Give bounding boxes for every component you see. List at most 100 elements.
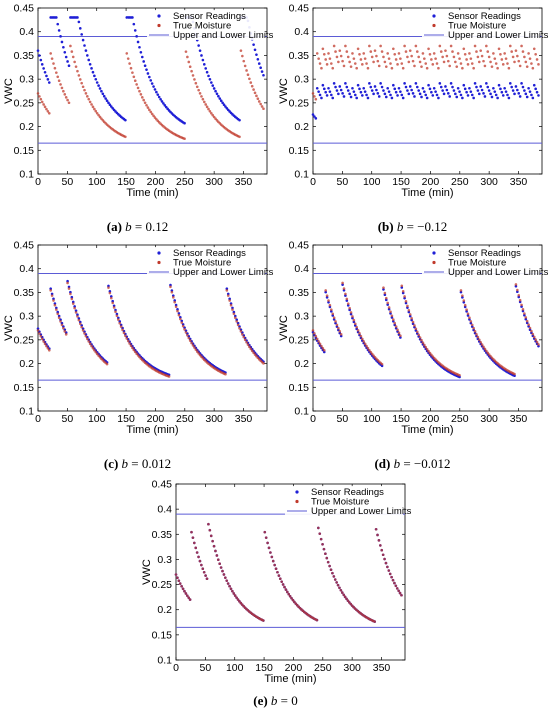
- true-point: [468, 52, 471, 55]
- true-point: [71, 55, 75, 59]
- true-point: [394, 325, 398, 328]
- sensor-point: [57, 29, 61, 32]
- sensor-point: [40, 63, 44, 66]
- true-point: [138, 89, 141, 93]
- y-tick-label: 0.25: [152, 579, 173, 591]
- sensor-point: [442, 92, 446, 96]
- true-point: [228, 584, 231, 588]
- sensor-point: [344, 82, 347, 85]
- x-tick-label: 300: [480, 176, 498, 188]
- sensor-point: [90, 67, 93, 70]
- true-point: [185, 594, 189, 597]
- true-point: [524, 316, 528, 319]
- sensor-point: [212, 87, 216, 90]
- sensor-point: [452, 89, 456, 92]
- true-point: [446, 59, 450, 63]
- true-point: [66, 98, 69, 102]
- true-point: [132, 75, 136, 79]
- true-point: [411, 59, 415, 63]
- sensor-point: [355, 96, 358, 100]
- sensor-point: [370, 89, 374, 92]
- true-point: [415, 50, 419, 53]
- legend-label: Upper and Lower Limits: [173, 30, 274, 41]
- true-point: [253, 91, 257, 95]
- sensor-point: [321, 83, 325, 87]
- true-point: [332, 575, 336, 578]
- true-point: [273, 563, 276, 567]
- true-point: [528, 57, 532, 60]
- true-point: [468, 316, 471, 320]
- sensor-point: [438, 82, 442, 85]
- sensor-point: [516, 88, 519, 92]
- true-point: [264, 536, 268, 539]
- sensor-point: [86, 54, 89, 57]
- sensor-point: [67, 64, 71, 67]
- true-point: [370, 55, 374, 59]
- true-point: [238, 326, 241, 330]
- true-point: [363, 57, 367, 60]
- true-point: [245, 340, 248, 344]
- true-point: [311, 92, 315, 95]
- true-point: [363, 342, 367, 346]
- true-point: [262, 107, 265, 111]
- true-point: [80, 325, 83, 329]
- true-point: [361, 337, 364, 341]
- sensor-point: [311, 113, 315, 116]
- true-point: [132, 348, 136, 352]
- true-point: [463, 303, 467, 307]
- sensor-point: [315, 86, 319, 90]
- true-point: [339, 54, 343, 58]
- true-point: [280, 580, 283, 583]
- x-tick-label: 200: [422, 176, 440, 188]
- sensor-point: [524, 92, 528, 96]
- sensor-point: [448, 95, 451, 98]
- true-point: [197, 555, 200, 559]
- sensor-point: [392, 83, 395, 87]
- sensor-point: [358, 87, 361, 91]
- true-point: [531, 332, 535, 336]
- sensor-point: [420, 95, 423, 99]
- y-tick-label: 0.4: [19, 263, 34, 275]
- sensor-point: [494, 93, 498, 97]
- true-point: [91, 346, 95, 350]
- true-point: [325, 63, 329, 66]
- true-point: [504, 57, 508, 60]
- true-point: [214, 549, 217, 553]
- true-point: [387, 57, 391, 60]
- true-point: [60, 323, 64, 327]
- y-tick-label: 0.4: [19, 26, 34, 38]
- true-point: [191, 536, 195, 539]
- true-point: [362, 340, 366, 343]
- true-point: [233, 316, 237, 320]
- true-point: [332, 44, 336, 48]
- sensor-point: [497, 83, 501, 87]
- true-point: [55, 308, 58, 311]
- true-point: [235, 596, 238, 599]
- true-point: [517, 293, 521, 297]
- true-point: [383, 60, 387, 64]
- true-point: [373, 620, 377, 623]
- legend-label: True Moisture: [448, 21, 506, 32]
- caption-tag: (e): [253, 693, 268, 708]
- true-point: [181, 324, 185, 328]
- sensor-point: [510, 85, 514, 89]
- true-point: [184, 50, 188, 53]
- true-point: [231, 589, 234, 593]
- true-point: [470, 62, 474, 65]
- sensor-point: [257, 62, 261, 65]
- true-point: [314, 334, 318, 338]
- true-point: [510, 50, 514, 53]
- true-point: [325, 294, 329, 297]
- sensor-point: [423, 90, 426, 93]
- true-point: [421, 341, 425, 344]
- true-point: [499, 52, 502, 56]
- true-point: [231, 308, 234, 311]
- sensor-point: [150, 82, 154, 85]
- sensor-point: [431, 94, 435, 97]
- sensor-point: [446, 92, 450, 95]
- sensor-point: [322, 87, 326, 91]
- true-point: [501, 63, 505, 66]
- sensor-point: [472, 96, 475, 100]
- true-point: [229, 587, 233, 591]
- sensor-point: [155, 90, 158, 94]
